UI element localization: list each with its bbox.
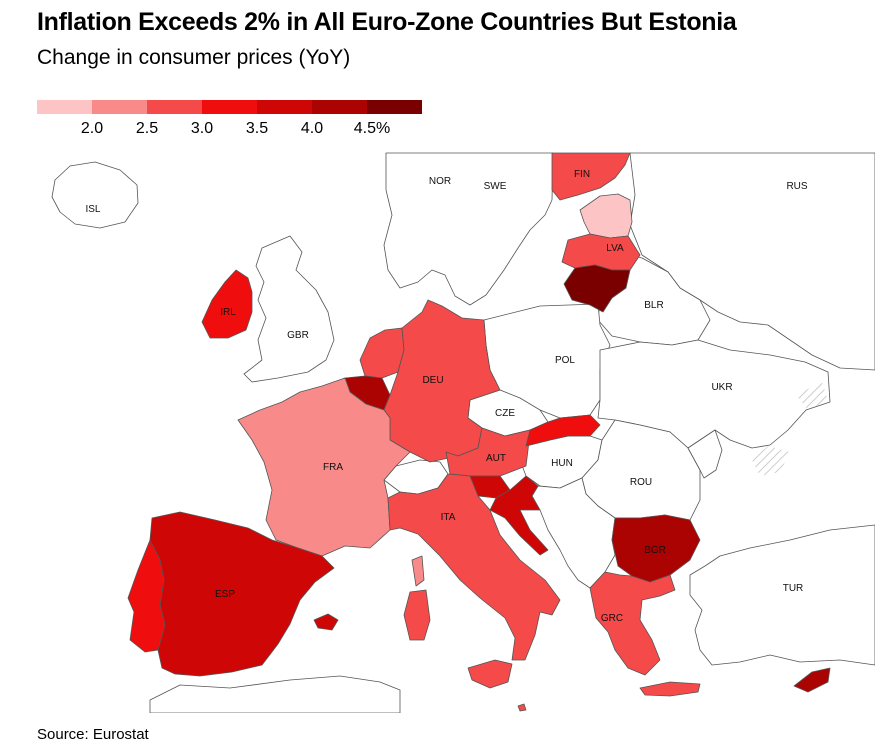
map-label: LVA <box>606 243 624 254</box>
country-sardinia <box>403 589 431 641</box>
map-label: NOR <box>429 176 451 187</box>
country-prt <box>127 539 166 653</box>
map-label: SWE <box>484 181 507 192</box>
country-afr-coast <box>149 675 401 713</box>
country-svk <box>525 414 601 447</box>
map-label: TUR <box>783 583 804 594</box>
country-gbr <box>243 235 335 383</box>
map-label: POL <box>555 355 575 366</box>
color-legend: 2.0 2.5 3.0 3.5 4.0 4.5% <box>37 100 427 140</box>
source-note: Source: Eurostat <box>37 726 149 743</box>
country-isl <box>51 161 139 229</box>
legend-color-bar <box>37 100 422 114</box>
map-label: GRC <box>601 613 623 624</box>
country-lva <box>561 233 641 271</box>
country-nld <box>359 327 405 379</box>
map-label: ESP <box>215 589 235 600</box>
country-mda <box>687 429 723 479</box>
legend-tick-label: 4.5% <box>353 120 391 137</box>
chart-subtitle: Change in consumer prices (YoY) <box>37 46 351 69</box>
country-ita <box>387 473 561 661</box>
country-hrv <box>489 475 549 556</box>
map-label: ISL <box>85 204 100 215</box>
map-label: CZE <box>495 408 515 419</box>
map-label: ITA <box>441 512 456 523</box>
country-fin <box>551 152 631 201</box>
country-mlt <box>517 703 527 712</box>
legend-tick-label: 3.5 <box>245 120 269 137</box>
country-fra <box>237 377 411 557</box>
map-label: AUT <box>486 453 506 464</box>
country-tur <box>689 524 875 666</box>
country-rus <box>629 152 875 371</box>
country-cyp <box>793 667 831 693</box>
country-irl <box>201 269 253 339</box>
map-label: RUS <box>786 181 807 192</box>
map-label: ROU <box>630 477 652 488</box>
country-grc <box>589 571 676 676</box>
legend-swatch-6 <box>312 100 367 114</box>
map-label: FIN <box>574 169 590 180</box>
chart-title: Inflation Exceeds 2% in All Euro-Zone Co… <box>37 8 737 36</box>
country-est <box>579 193 633 239</box>
legend-swatch-5 <box>257 100 312 114</box>
map-label: DEU <box>422 375 443 386</box>
legend-tick-label: 2.5 <box>135 120 159 137</box>
country-balearics <box>313 613 339 631</box>
map-label: HUN <box>551 458 573 469</box>
country-bgr <box>611 514 701 583</box>
map-label: IRL <box>220 307 236 318</box>
legend-swatch-2 <box>92 100 147 114</box>
legend-tick-label: 4.0 <box>300 120 324 137</box>
country-corsica <box>411 555 425 587</box>
legend-swatch-3 <box>147 100 202 114</box>
country-ltu <box>563 264 631 313</box>
map-label: FRA <box>323 462 343 473</box>
map-label: GBR <box>287 330 309 341</box>
hatched-region <box>752 382 828 476</box>
country-sicily <box>467 659 513 689</box>
legend-swatch-4 <box>202 100 257 114</box>
europe-map: ISL NOR SWE FIN RUS LVA IRL GBR BLR POL … <box>51 152 875 713</box>
legend-tick-label: 2.0 <box>80 120 104 137</box>
legend-tick-label: 3.0 <box>190 120 214 137</box>
country-scandinavia <box>383 152 554 306</box>
map-label: UKR <box>711 382 732 393</box>
legend-swatch-1 <box>37 100 92 114</box>
map-label: BLR <box>644 300 663 311</box>
country-crete <box>639 681 701 697</box>
map-label: BGR <box>644 545 666 556</box>
legend-swatch-7 <box>367 100 422 114</box>
